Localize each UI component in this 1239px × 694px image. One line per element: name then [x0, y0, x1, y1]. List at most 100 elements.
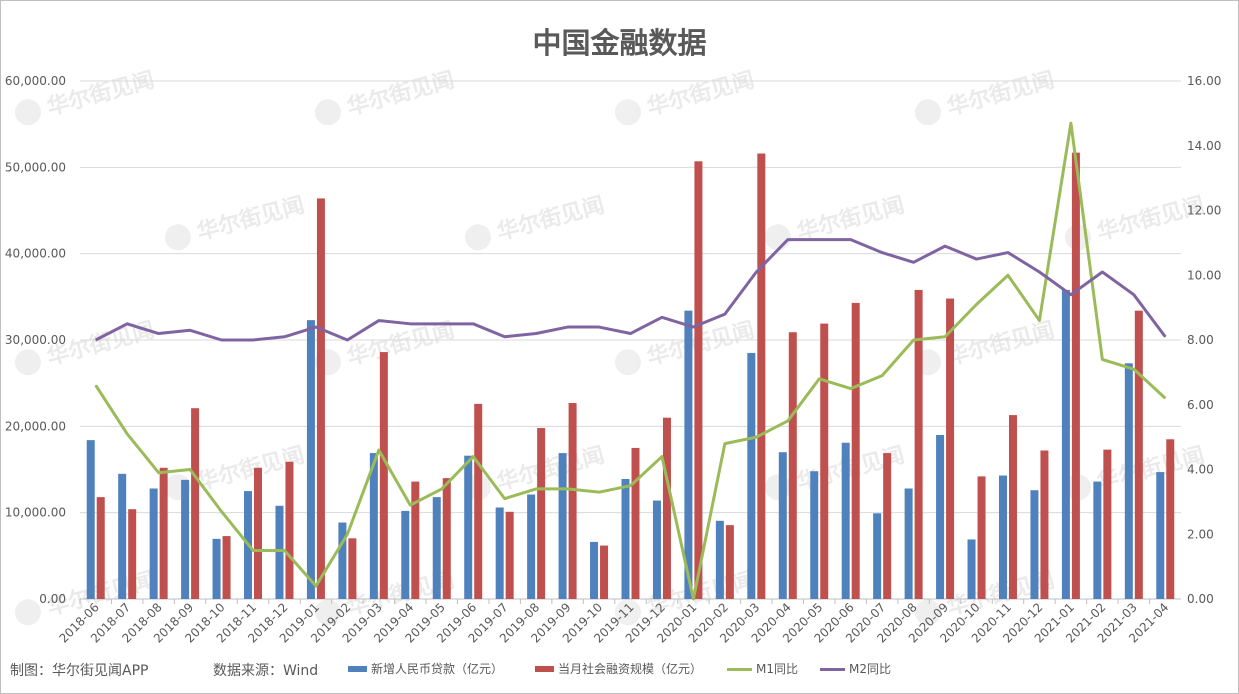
point-m2-yoy	[787, 239, 789, 241]
point-m2-yoy	[409, 323, 411, 325]
point-m2-yoy	[630, 333, 631, 335]
bar-new-loans	[590, 541, 599, 599]
bar-social-financing	[537, 428, 546, 599]
point-m2-yoy	[944, 245, 946, 247]
bar-new-loans	[873, 513, 882, 599]
svg-text:华尔街见闻: 华尔街见闻	[494, 192, 607, 246]
chart-title: 中国金融数据	[532, 26, 707, 60]
bar-social-financing	[1134, 310, 1143, 599]
point-m2-yoy	[441, 323, 443, 325]
bar-social-financing	[411, 481, 420, 599]
right-axis-tick-label: 2.00	[1187, 527, 1214, 541]
left-axis-tick-label: 0.00	[39, 592, 66, 606]
bar-new-loans	[936, 434, 945, 599]
point-m1-yoy	[755, 436, 757, 438]
point-m2-yoy	[913, 261, 915, 263]
point-m2-yoy	[221, 339, 223, 341]
point-m1-yoy	[1038, 320, 1040, 322]
bar-social-financing	[788, 332, 797, 599]
bar-social-financing	[442, 478, 451, 599]
bar-social-financing	[1166, 439, 1175, 599]
point-m2-yoy	[1101, 271, 1103, 273]
point-m1-yoy	[252, 549, 254, 551]
bar-social-financing	[631, 447, 640, 599]
bar-new-loans	[715, 520, 724, 599]
point-m2-yoy	[1070, 294, 1072, 296]
right-axis-tick-label: 10.00	[1187, 268, 1221, 282]
right-axis-tick-label: 14.00	[1187, 139, 1221, 153]
point-m2-yoy	[1038, 271, 1040, 273]
bar-new-loans	[747, 352, 756, 599]
right-axis-tick-label: 6.00	[1187, 398, 1214, 412]
point-m2-yoy	[1133, 294, 1135, 296]
point-m1-yoy	[441, 488, 443, 490]
svg-text:华尔街见闻: 华尔街见闻	[1094, 192, 1207, 246]
bar-social-financing	[191, 408, 200, 599]
legend-item-m1: M1同比	[727, 660, 798, 677]
watermark: 华尔街见闻	[914, 317, 1057, 376]
left-axis-tick-label: 40,000.00	[5, 247, 66, 261]
bar-new-loans	[369, 453, 378, 599]
watermark: 华尔街见闻	[914, 67, 1057, 126]
legend-swatch	[820, 667, 845, 671]
point-m2-yoy	[126, 323, 128, 325]
point-m1-yoy	[189, 469, 191, 470]
right-axis-tick-label: 0.00	[1187, 592, 1214, 606]
bar-social-financing	[1008, 415, 1017, 599]
point-m2-yoy	[724, 313, 726, 315]
point-m2-yoy	[252, 339, 254, 341]
point-m1-yoy	[158, 472, 160, 474]
legend-label: M1同比	[756, 662, 798, 676]
bar-new-loans	[841, 442, 850, 599]
point-m1-yoy	[472, 456, 474, 458]
bar-new-loans	[1030, 490, 1039, 599]
bar-new-loans	[810, 471, 819, 599]
bar-new-loans	[401, 510, 410, 599]
watermark: 华尔街见闻	[164, 192, 307, 251]
bar-new-loans	[778, 452, 787, 599]
svg-text:华尔街见闻: 华尔街见闻	[194, 192, 307, 246]
point-m1-yoy	[724, 443, 726, 445]
right-axis-tick-label: 16.00	[1187, 74, 1221, 88]
bar-new-loans	[212, 538, 221, 599]
bar-social-financing	[159, 467, 168, 599]
point-m1-yoy	[221, 511, 223, 513]
point-m2-yoy	[315, 326, 317, 328]
legend-item-m2: M2同比	[820, 660, 891, 677]
right-axis-tick-label: 4.00	[1187, 463, 1214, 477]
point-m2-yoy	[1007, 252, 1009, 254]
bar-social-financing	[505, 511, 514, 599]
point-m2-yoy	[504, 336, 506, 338]
left-axis-tick-label: 60,000.00	[5, 74, 66, 88]
legend: 制图：华尔街见闻APP 数据来源：Wind 新增人民币贷款（亿元） 当月社会融资…	[0, 660, 1239, 682]
bar-new-loans	[181, 479, 190, 599]
svg-text:华尔街见闻: 华尔街见闻	[794, 192, 907, 246]
point-m2-yoy	[535, 333, 537, 335]
legend-item-tsf: 当月社会融资规模（亿元）	[535, 660, 702, 677]
point-m1-yoy	[1007, 274, 1009, 276]
bar-new-loans	[149, 488, 158, 599]
bar-social-financing	[222, 536, 231, 599]
bar-new-loans	[527, 494, 536, 599]
bar-social-financing	[694, 161, 703, 600]
bar-social-financing	[977, 476, 986, 599]
bar-new-loans	[904, 488, 913, 599]
point-m1-yoy	[850, 388, 852, 390]
point-m1-yoy	[598, 491, 600, 493]
left-axis-tick-label: 10,000.00	[5, 506, 66, 520]
bar-social-financing	[946, 298, 955, 599]
point-m2-yoy	[850, 239, 852, 241]
point-m2-yoy	[472, 323, 474, 325]
point-m1-yoy	[567, 488, 569, 490]
svg-text:华尔街见闻: 华尔街见闻	[344, 67, 457, 121]
point-m2-yoy	[976, 258, 978, 260]
point-m1-yoy	[1164, 397, 1166, 399]
credit-text: 制图：华尔街见闻APP	[10, 663, 149, 679]
point-m1-yoy	[283, 549, 285, 551]
bar-new-loans	[1124, 363, 1133, 599]
left-axis-tick-label: 20,000.00	[5, 419, 66, 433]
watermark: 华尔街见闻	[614, 67, 757, 126]
point-m2-yoy	[283, 336, 285, 338]
bar-new-loans	[86, 440, 95, 599]
